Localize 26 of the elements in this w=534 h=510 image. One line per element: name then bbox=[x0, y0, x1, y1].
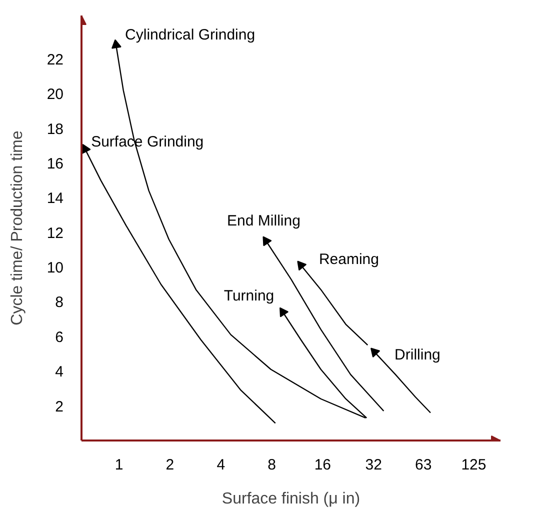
y-axis-title: Cycle time/ Production time bbox=[8, 130, 26, 326]
y-tick-label: 18 bbox=[46, 120, 64, 138]
x-tick-label: 16 bbox=[314, 456, 332, 474]
y-tick-label: 10 bbox=[46, 260, 64, 277]
x-axis-title: Surface finish (μ in) bbox=[222, 490, 360, 508]
series-label: Turning bbox=[224, 288, 274, 305]
y-tick-label: 6 bbox=[55, 328, 64, 346]
x-tick-label: 125 bbox=[461, 456, 486, 474]
y-tick-label: 16 bbox=[46, 155, 64, 172]
y-tick-label: 2 bbox=[55, 398, 64, 416]
x-tick-label: 4 bbox=[216, 456, 226, 474]
y-tick-label: 12 bbox=[46, 224, 64, 242]
x-tick-label: 63 bbox=[415, 456, 432, 474]
x-tick-label: 1 bbox=[114, 456, 124, 474]
series-label: Cylindrical Grinding bbox=[125, 26, 256, 44]
x-tick-label: 2 bbox=[166, 456, 174, 474]
y-tick-label: 22 bbox=[46, 51, 64, 68]
y-tick-label: 8 bbox=[55, 294, 64, 312]
series-label: End Milling bbox=[227, 212, 300, 230]
x-tick-label: 32 bbox=[365, 456, 382, 474]
y-tick-label: 14 bbox=[46, 190, 64, 208]
x-tick-label: 8 bbox=[268, 456, 276, 474]
y-tick-label: 20 bbox=[46, 86, 64, 104]
series-label: Drilling bbox=[394, 346, 440, 364]
y-tick-label: 4 bbox=[55, 364, 64, 381]
series-label: Reaming bbox=[318, 250, 379, 268]
